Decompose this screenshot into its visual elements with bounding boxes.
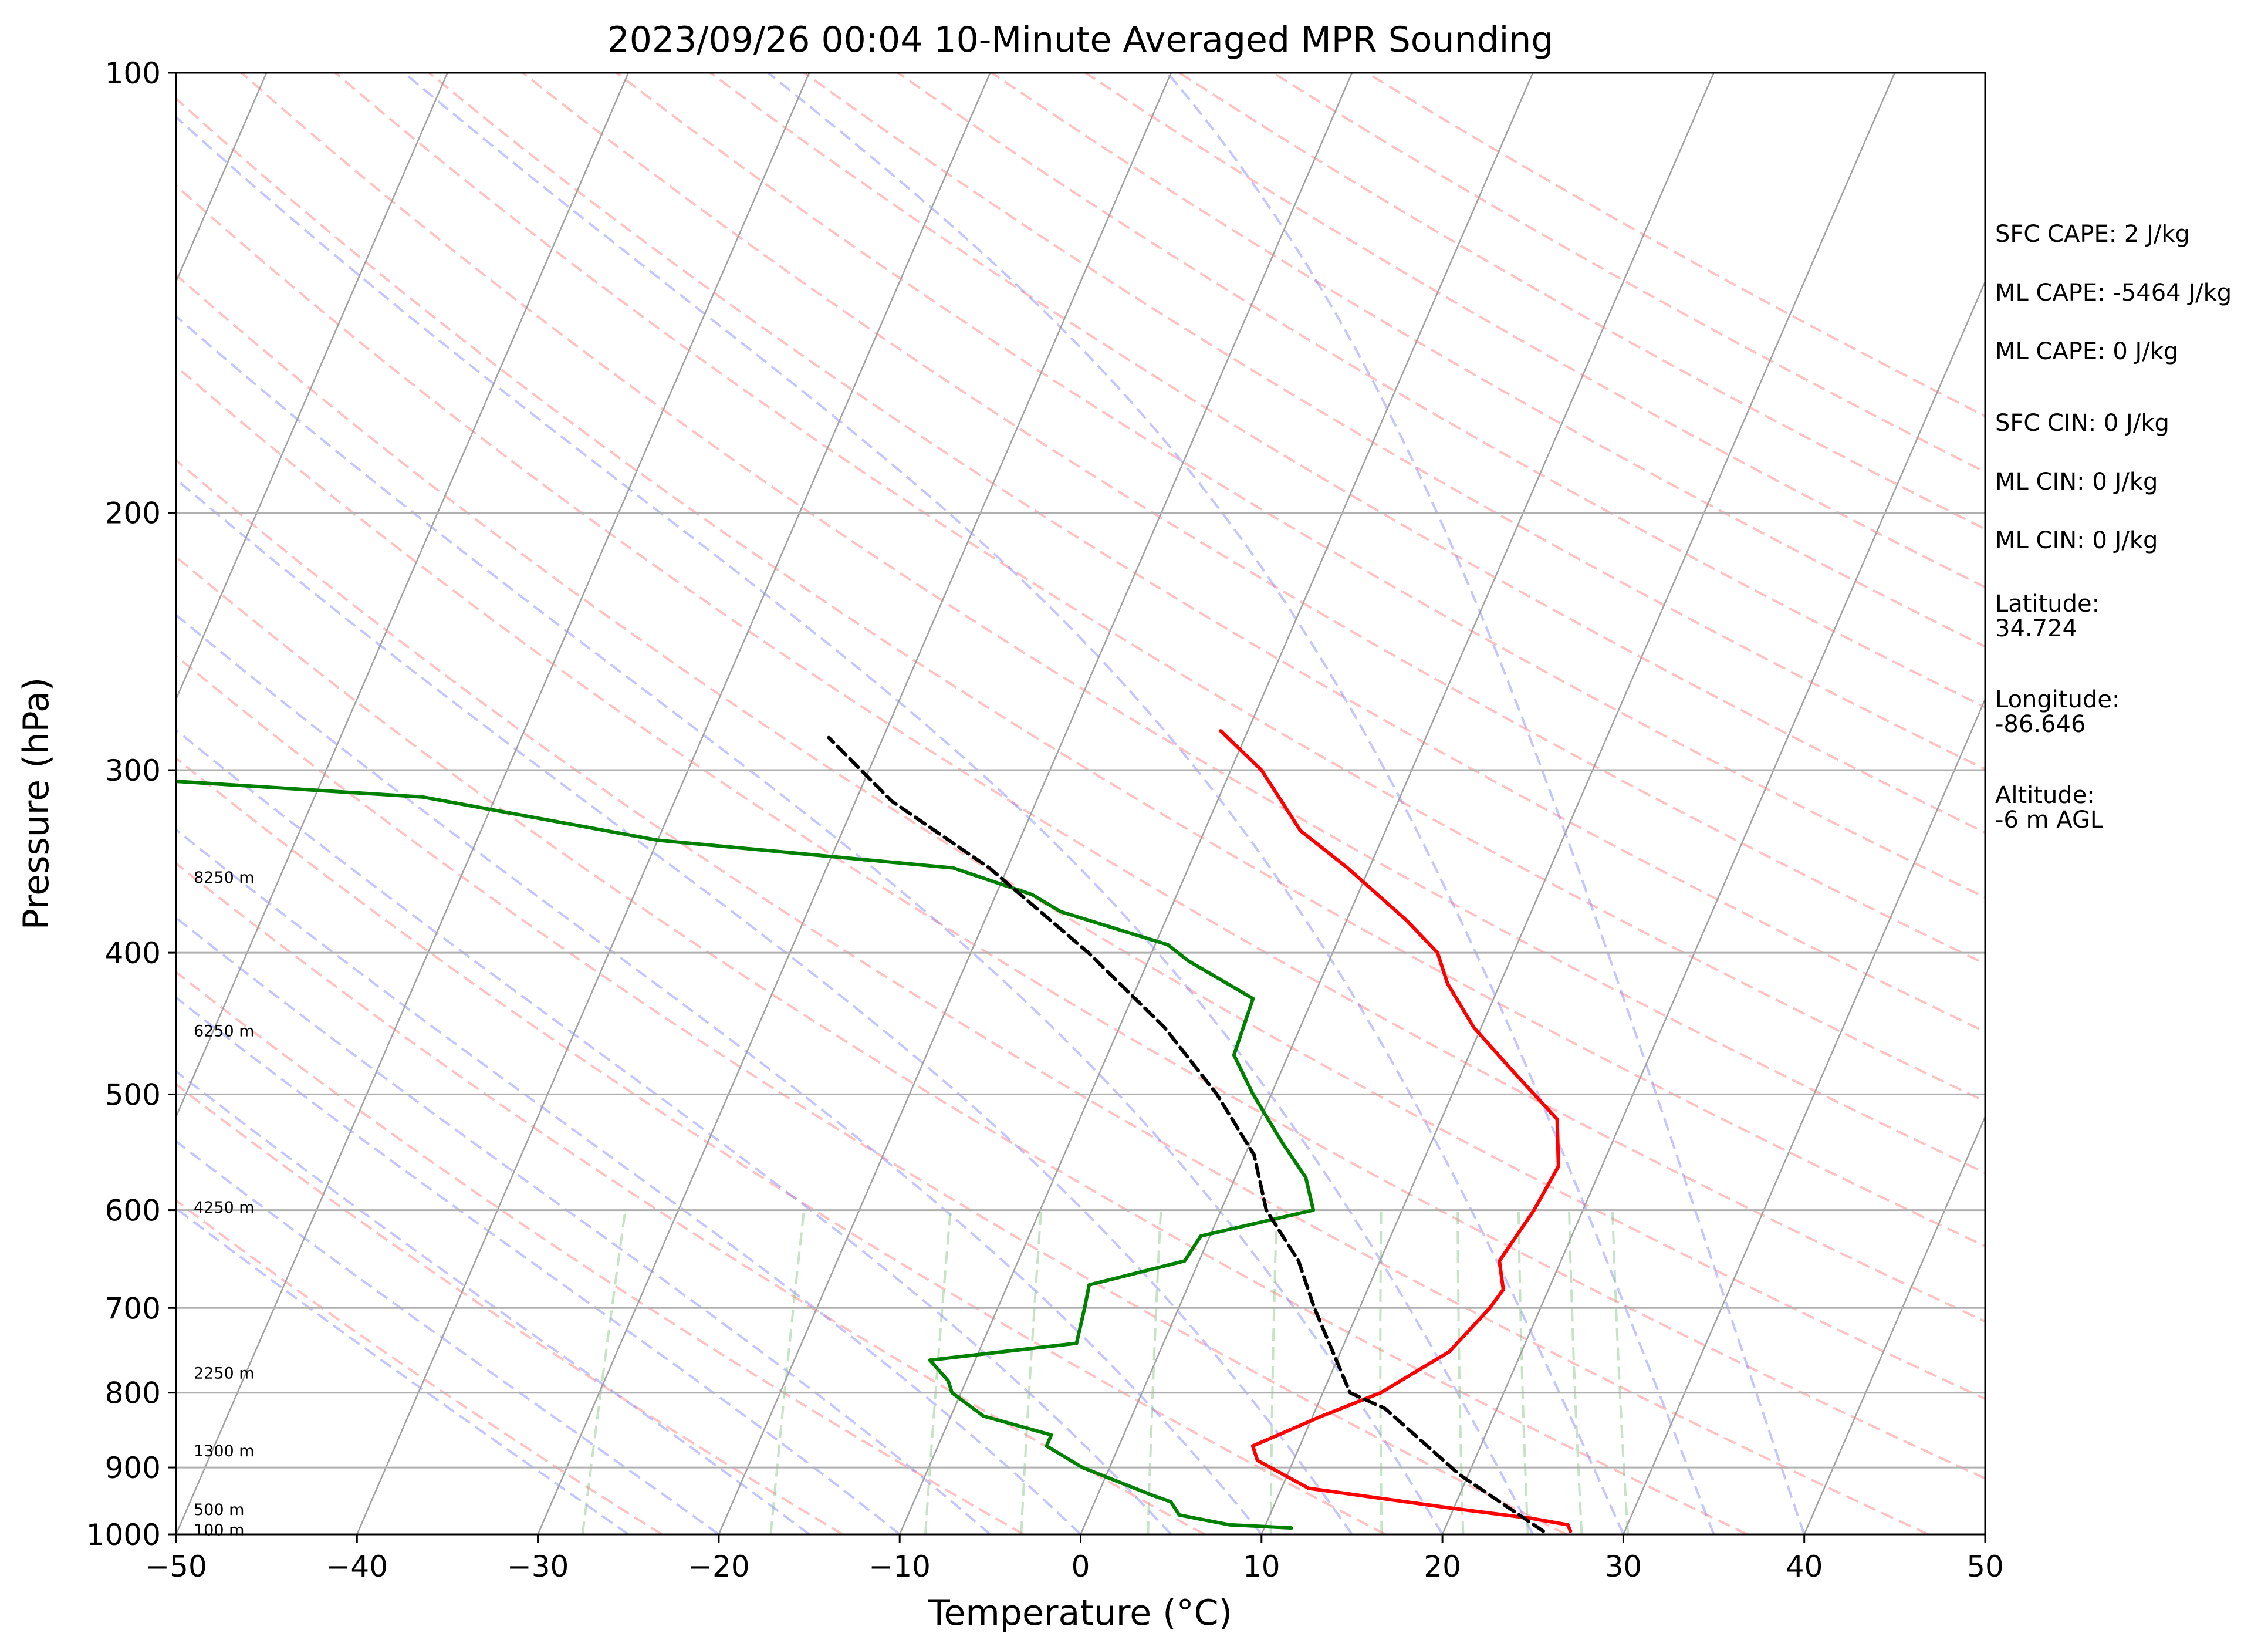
x-tick-label: −50 <box>145 1550 207 1584</box>
x-tick-label: −10 <box>868 1550 931 1584</box>
x-axis-title: Temperature (°C) <box>928 1592 1232 1634</box>
x-tick-label: 10 <box>1243 1550 1280 1584</box>
y-tick-label: 800 <box>105 1376 161 1411</box>
info-label: Longitude: <box>1995 686 2120 713</box>
altitude-label: 6250 m <box>194 1022 255 1040</box>
x-tick-label: 30 <box>1605 1550 1642 1584</box>
y-tick-label: 300 <box>105 754 161 788</box>
x-tick-label: −20 <box>688 1550 750 1584</box>
x-tick-label: 20 <box>1424 1550 1461 1584</box>
altitude-label: 100 m <box>194 1521 244 1539</box>
info-line: SFC CIN: 0 J/kg <box>1995 410 2169 437</box>
x-tick-label: 50 <box>1966 1550 2004 1584</box>
y-tick-label: 100 <box>105 56 161 90</box>
info-line: ML CAPE: 0 J/kg <box>1995 338 2178 365</box>
altitude-label: 2250 m <box>194 1364 255 1382</box>
y-tick-label: 500 <box>105 1078 161 1112</box>
info-line: ML CIN: 0 J/kg <box>1995 468 2158 495</box>
y-tick-label: 400 <box>105 936 161 970</box>
y-axis-title: Pressure (hPa) <box>16 677 57 930</box>
chart-title: 2023/09/26 00:04 10-Minute Averaged MPR … <box>607 19 1554 60</box>
info-value: -6 m AGL <box>1995 807 2104 834</box>
y-tick-label: 200 <box>105 497 161 531</box>
x-tick-label: −30 <box>507 1550 569 1584</box>
info-value: -86.646 <box>1995 711 2086 738</box>
y-tick-label: 700 <box>105 1291 161 1325</box>
x-tick-label: 0 <box>1072 1550 1090 1584</box>
info-line: SFC CAPE: 2 J/kg <box>1995 221 2190 248</box>
y-tick-label: 600 <box>105 1194 161 1228</box>
y-tick-label: 900 <box>105 1451 161 1485</box>
altitude-label: 8250 m <box>194 869 255 887</box>
altitude-label: 500 m <box>194 1501 244 1519</box>
altitude-label: 1300 m <box>194 1442 255 1460</box>
info-line: ML CIN: 0 J/kg <box>1995 527 2158 554</box>
info-value: 34.724 <box>1995 615 2077 642</box>
x-tick-label: −40 <box>326 1550 388 1584</box>
y-tick-label: 1000 <box>86 1518 161 1552</box>
info-label: Altitude: <box>1995 782 2095 809</box>
info-label: Latitude: <box>1995 591 2100 618</box>
x-tick-label: 40 <box>1786 1550 1823 1584</box>
altitude-label: 4250 m <box>194 1199 255 1217</box>
info-line: ML CAPE: -5464 J/kg <box>1995 279 2232 306</box>
